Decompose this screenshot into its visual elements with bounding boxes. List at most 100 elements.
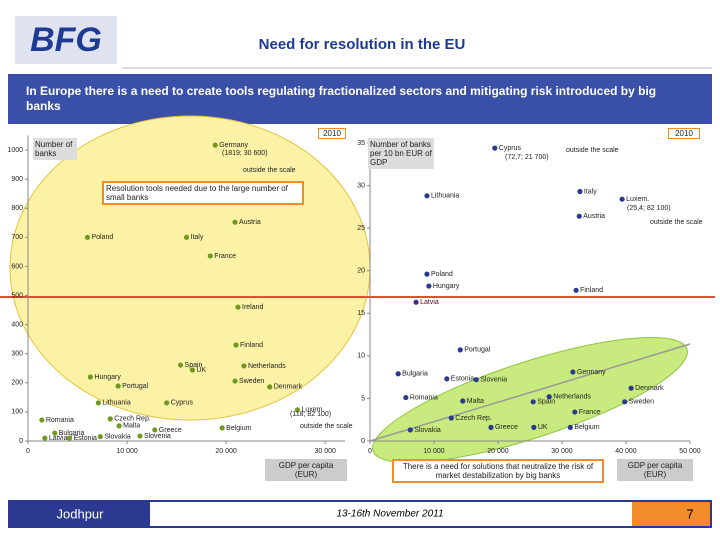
point-label: Cyprus [499,145,522,152]
point-label: Hungary [94,374,121,381]
x-tick-label: 10 000 [116,448,138,455]
point [530,399,536,405]
annotation: (1819; 30 600) [222,150,268,157]
point-label: Denmark [274,384,303,391]
point [116,423,122,429]
y-tick-label: 300 [11,351,23,358]
point-label: Portugal [464,347,491,354]
y-tick-label: 100 [11,409,23,416]
y-tick-label: 10 [357,353,365,360]
x-tick-label: 50 000 [679,448,701,455]
point [572,409,578,415]
point [567,424,573,430]
small-banks-area [9,115,371,421]
point-label: Austria [239,219,261,226]
point [207,253,213,259]
point [460,398,466,404]
point-label: Bulgaria [402,371,428,378]
point-label: Bulgaria [59,430,85,437]
point-label: Czech Rep. [455,415,492,422]
point-label: Portugal [122,383,149,390]
trend-line [369,343,691,442]
point-label: Netherlands [248,363,286,370]
annotation: (72,7; 21 700) [505,154,549,161]
point [137,433,143,439]
point [177,362,184,368]
annotation: outside the scale [650,219,703,226]
point [457,347,463,353]
y-tick-label: 20 [357,268,365,275]
x-tick-label: 10 000 [423,448,445,455]
logo-box [15,16,117,64]
x-axis-title: GDP per capita (EUR) [617,459,693,481]
point [473,377,479,383]
y-tick-label: 200 [11,380,23,387]
point [488,424,494,430]
y-tick-label: 0 [361,438,365,445]
point-label: Cyprus [171,400,194,407]
point [424,193,430,199]
point [107,416,113,422]
y-tick-label: 1000 [7,147,23,154]
x-tick-label: 20 000 [487,448,509,455]
point-label: Greece [159,427,182,434]
point-label: Malta [467,398,484,405]
y-tick-label: 5 [361,395,365,402]
point [84,234,91,240]
point-label: Germany [219,142,248,149]
y-tick-label: 900 [11,176,23,183]
point-label: Estonia [451,376,474,383]
point-label: France [214,253,236,260]
point-label: UK [196,367,206,374]
point [212,142,218,148]
point-label: Luxem. [301,407,324,414]
year-label: 2010 [668,128,700,139]
point [164,400,170,406]
y-tick-label: 600 [11,263,23,270]
point [232,219,238,225]
point-label: Greece [495,424,518,431]
point [570,369,576,375]
point [413,299,419,305]
point [531,424,537,430]
footer-center [150,502,632,526]
point-label: Spain [537,399,555,406]
point-label: Belgium [574,424,599,431]
point [67,435,73,441]
y-axis-title: Number of banks [33,138,77,160]
point-label: France [579,409,601,416]
banner-text: In Europe there is a need to create tool… [26,84,657,113]
point-label: Malta [123,423,140,430]
slide-title: Need for resolution in the EU [259,36,466,53]
page-number: 7 [686,506,693,521]
point [622,399,628,405]
point [492,145,498,151]
x-tick-label: 40 000 [615,448,637,455]
y-tick-label: 0 [19,438,23,445]
point-label: Lithuania [102,400,131,407]
point [95,400,101,406]
point-label: Poland [91,234,113,241]
point [42,435,48,441]
banner-bg [8,74,712,124]
footer-page-bg [632,502,710,526]
point-label: Italy [584,188,597,195]
point [573,287,579,293]
point [576,213,582,219]
point-label: Sweden [629,399,654,406]
point-label: Slovakia [104,433,131,440]
point-label: Romania [46,417,74,424]
point-label: Denmark [635,385,664,392]
point-label: Slovakia [414,427,441,434]
annotation: outside the scale [300,423,353,430]
point-label: Estonia [74,435,97,442]
y-tick-label: 700 [11,234,23,241]
y-tick-label: 35 [357,140,365,147]
y-tick-label: 15 [357,310,365,317]
point [39,417,45,423]
point [294,407,301,413]
x-axis-title: GDP per capita (EUR) [265,459,347,481]
point-label: Romania [410,394,438,401]
footer-location: Jodhpur [57,506,105,521]
